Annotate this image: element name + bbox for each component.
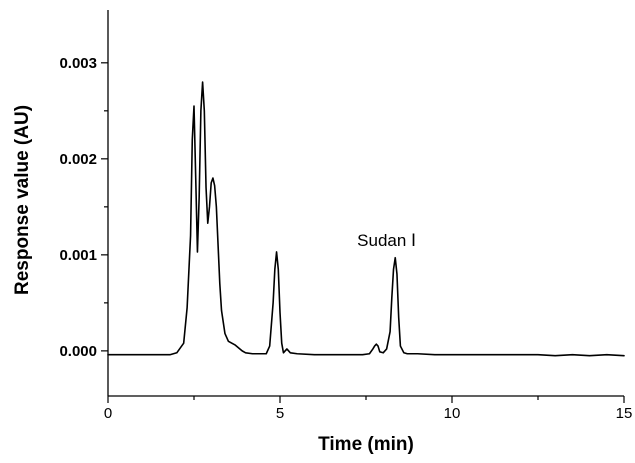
y-tick-label: 0.002 <box>59 151 97 168</box>
x-axis-ticks <box>107 396 625 403</box>
annotations-layer: Sudan Ⅰ <box>357 231 416 250</box>
x-tick-labels: 0 5 10 15 <box>104 405 633 422</box>
y-tick-label: 0.000 <box>59 343 97 360</box>
x-tick-label: 5 <box>276 405 284 422</box>
y-tick-label: 0.001 <box>59 247 97 264</box>
y-axis-ticks <box>101 62 108 352</box>
x-tick-label: 15 <box>616 405 633 422</box>
x-tick-label: 10 <box>444 405 461 422</box>
y-tick-labels: 0.000 0.001 0.002 0.003 <box>59 55 97 360</box>
x-axis-title: Time (min) <box>318 434 414 455</box>
peak-annotation: Sudan Ⅰ <box>357 231 416 250</box>
x-tick-label: 0 <box>104 405 112 422</box>
y-tick-label: 0.003 <box>59 55 97 72</box>
y-axis-title: Response value (AU) <box>12 105 33 295</box>
series-line <box>107 81 625 357</box>
